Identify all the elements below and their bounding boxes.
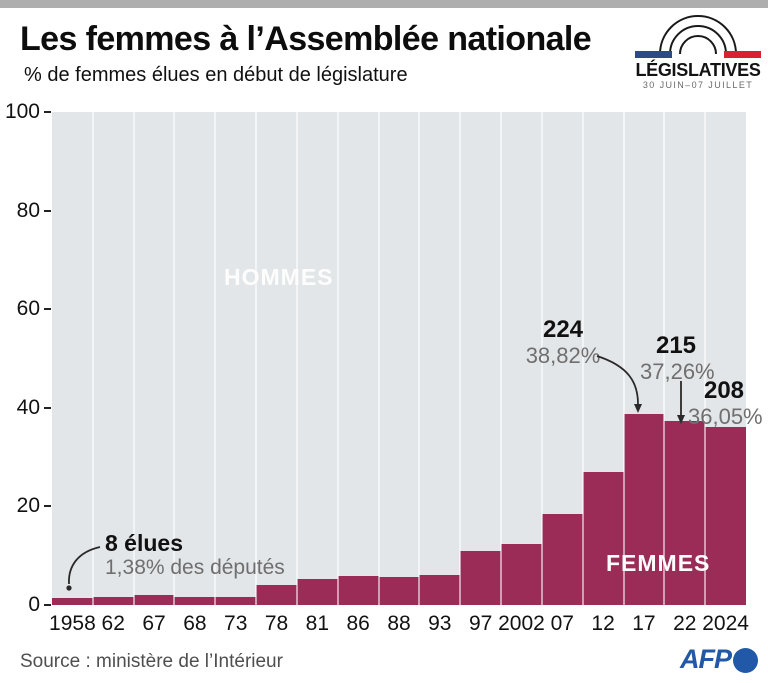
vertical-gridline: [459, 112, 462, 605]
y-axis-label-20: 20: [16, 494, 40, 518]
top-border-strip: [0, 0, 768, 8]
bar-17: [623, 413, 665, 605]
afp-logo-dot-icon: [733, 648, 758, 673]
x-axis-label-93: 93: [428, 612, 452, 635]
bar-78: [256, 585, 297, 605]
vertical-gridline: [91, 112, 94, 605]
annotation-2022-percent: 37,26%: [640, 359, 715, 385]
bar-22: [664, 421, 706, 605]
annotation-1958: 8 élues 1,38% des députés: [105, 530, 285, 580]
legislatives-dates: 30 JUIN–07 JUILLET: [642, 80, 754, 90]
vertical-gridline: [255, 112, 258, 605]
x-axis-label-81: 81: [305, 612, 330, 635]
x-axis-label-2002: 2002: [498, 612, 545, 635]
annotation-2017-percent: 38,82%: [525, 343, 601, 369]
bar-2024: [705, 427, 746, 605]
vertical-gridline: [377, 112, 380, 605]
bar-1958: [52, 598, 93, 605]
x-axis-label-62: 62: [101, 612, 125, 635]
bar-2002: [501, 544, 542, 605]
legislatives-label: LÉGISLATIVES: [635, 60, 761, 80]
annotation-1958-percent: 1,38% des députés: [105, 556, 285, 580]
x-axis-label-86: 86: [346, 612, 370, 635]
x-axis-label-17: 17: [632, 612, 656, 635]
vertical-gridline: [581, 112, 584, 605]
vertical-gridline: [418, 112, 421, 605]
annotation-2017-count: 224: [542, 316, 584, 343]
x-axis-label-78: 78: [264, 612, 289, 635]
bar-12: [582, 472, 624, 605]
y-axis-label-60: 60: [16, 297, 40, 321]
bar-07: [541, 513, 583, 605]
annotation-1958-count: 8 élues: [105, 530, 183, 556]
legislatives-logo: LÉGISLATIVES 30 JUIN–07 JUILLET: [633, 12, 763, 90]
y-axis-tick: [44, 406, 51, 409]
vertical-gridline: [132, 112, 135, 605]
vertical-gridline: [663, 112, 666, 605]
x-axis-label-73: 73: [224, 612, 248, 635]
y-axis-label-40: 40: [16, 395, 40, 419]
vertical-gridline: [214, 112, 217, 605]
vertical-gridline: [336, 112, 339, 605]
page-title: Les femmes à l’Assemblée nationale: [20, 20, 592, 58]
y-axis-label-100: 100: [4, 100, 40, 123]
y-axis-label-0: 0: [28, 593, 40, 616]
x-axis-label-1958: 1958: [49, 612, 96, 635]
bar-81: [296, 578, 338, 605]
femmes-region-label: FEMMES: [606, 550, 711, 576]
annotation-2022-count: 215: [655, 332, 697, 359]
x-axis-label-88: 88: [387, 612, 411, 635]
vertical-gridline: [295, 112, 298, 605]
annotation-2024: 208 36,05%: [688, 377, 763, 430]
vertical-gridline: [500, 112, 503, 605]
arches-icon: [635, 15, 761, 58]
annotation-2024-count: 208: [703, 377, 745, 404]
y-axis-tick: [44, 604, 51, 606]
bar-97: [460, 551, 502, 605]
x-axis-label-12: 12: [591, 612, 615, 635]
afp-logo-text: AFP: [680, 644, 732, 674]
bar-86: [337, 575, 379, 605]
source-credit: Source : ministère de l’Intérieur: [20, 651, 283, 672]
vertical-gridline: [704, 112, 707, 605]
y-axis-label-80: 80: [16, 198, 40, 222]
y-axis-tick: [44, 505, 51, 508]
vertical-gridline: [622, 112, 625, 605]
bar-88: [378, 576, 420, 605]
x-axis-label-67: 67: [142, 612, 166, 635]
afp-logo: AFP: [680, 644, 758, 675]
y-axis-tick: [44, 308, 51, 311]
y-axis-tick: [44, 111, 51, 113]
x-axis-label-68: 68: [183, 612, 207, 635]
annotation-2022: 215 37,26%: [640, 332, 715, 385]
bar-68: [174, 597, 216, 605]
chart-subtitle: % de femmes élues en début de législatur…: [24, 64, 408, 86]
annotation-2024-percent: 36,05%: [688, 404, 763, 430]
hommes-region-label: HOMMES: [224, 264, 334, 290]
x-axis-label-22: 22: [673, 612, 697, 635]
vertical-gridline: [540, 112, 543, 605]
bar-93: [419, 574, 461, 605]
bar-62: [92, 596, 134, 605]
x-axis-label-2024: 2024: [702, 612, 749, 635]
x-axis-label-97: 97: [468, 612, 493, 635]
bar-67: [133, 594, 175, 605]
y-axis-tick: [44, 209, 51, 212]
vertical-gridline: [173, 112, 176, 605]
bar-73: [215, 597, 257, 605]
annotation-2017: 224 38,82%: [525, 316, 601, 369]
x-axis-label-07: 07: [550, 612, 574, 635]
